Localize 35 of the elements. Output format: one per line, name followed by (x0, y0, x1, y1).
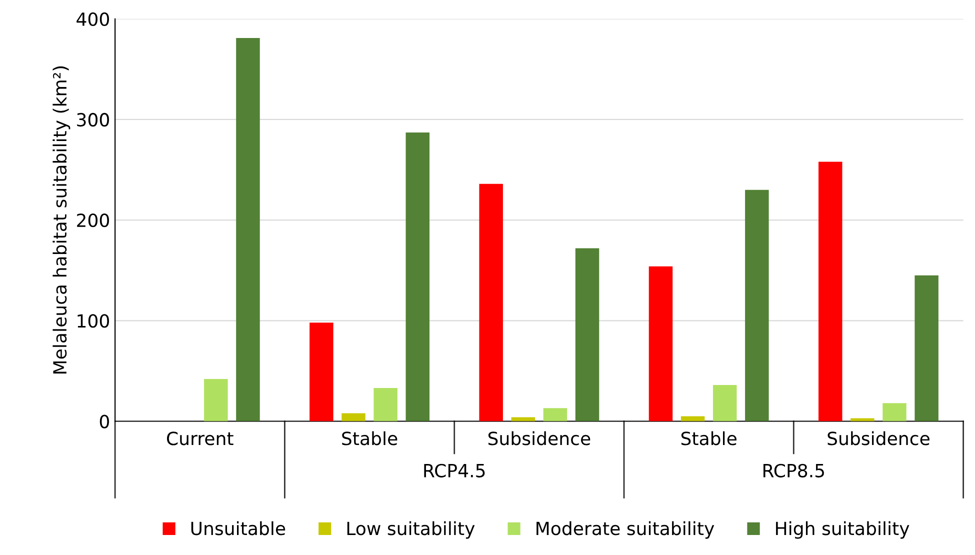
x-tick-label: Stable (342, 431, 398, 446)
x-tick-label: Subsidence (828, 431, 930, 446)
bar (310, 322, 334, 422)
bar (374, 388, 398, 422)
x-tick-label: Stable (681, 431, 736, 446)
text: RCP8.5 (763, 464, 824, 478)
x-tick-label: Subsidence (488, 431, 590, 446)
y-axis-title: Melaleuca habitat suitability (km²) (52, 66, 70, 374)
y-tick-label: 200 (77, 214, 109, 228)
legend-label: High suitability (776, 521, 910, 539)
bar (882, 403, 906, 422)
bar (850, 418, 874, 422)
bar (680, 416, 705, 422)
x-tick-label: Current (166, 432, 234, 446)
bar (745, 190, 769, 422)
bar (712, 385, 737, 422)
bar (543, 408, 568, 422)
y-tick-label: 100 (78, 314, 109, 328)
y-tick-label: 400 (76, 12, 109, 26)
bar (204, 378, 228, 422)
bar (342, 413, 366, 422)
legend-label: Unsuitable (191, 521, 286, 536)
bar (914, 275, 938, 422)
bar (479, 184, 503, 422)
bar (406, 132, 430, 422)
bar (575, 248, 600, 422)
bar (648, 266, 673, 422)
text: RCP4.5 (424, 464, 485, 478)
bar (818, 162, 842, 422)
bar (236, 38, 260, 422)
y-tick-label: 300 (77, 112, 109, 127)
bar (511, 417, 536, 422)
y-tick-label: 0 (100, 414, 109, 428)
legend-label: Moderate suitability (536, 521, 714, 539)
legend-label: Low suitability (347, 521, 475, 539)
